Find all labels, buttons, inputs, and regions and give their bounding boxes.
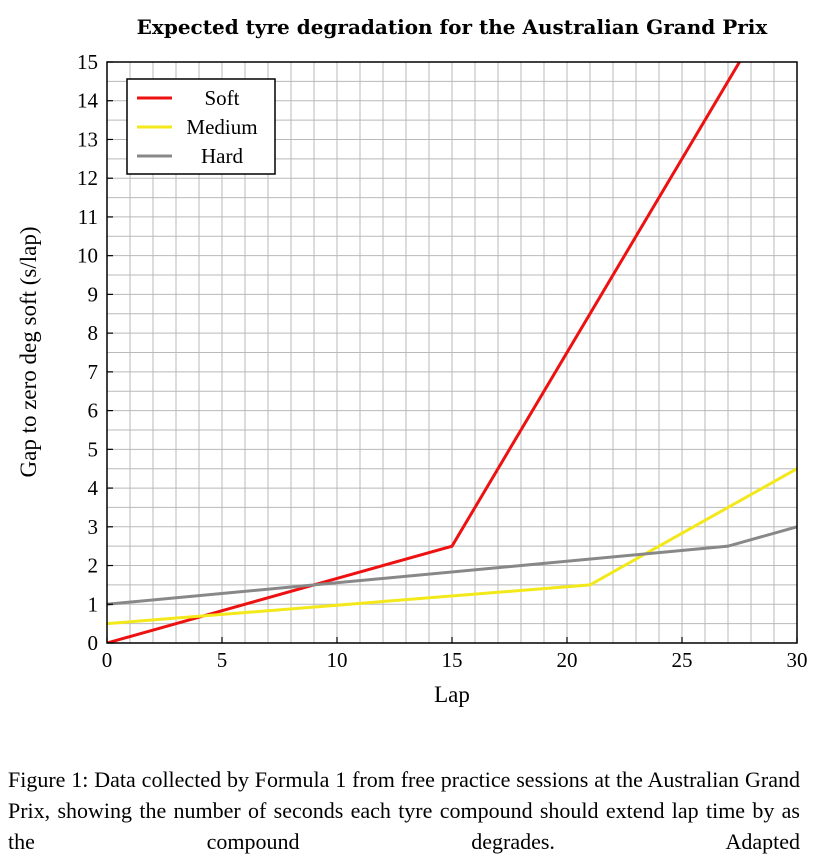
legend-label-hard: Hard <box>201 144 243 168</box>
y-tick-label: 0 <box>88 631 99 655</box>
y-tick-label: 8 <box>88 321 99 345</box>
x-axis: 0 5 10 15 20 25 30 <box>102 637 808 672</box>
y-tick-label: 9 <box>88 282 99 306</box>
y-tick-label: 11 <box>78 205 98 229</box>
series-line-hard <box>107 525 797 606</box>
y-tick-label: 10 <box>77 244 98 268</box>
y-tick-label: 3 <box>88 515 99 539</box>
y-tick-label: 6 <box>88 399 99 423</box>
y-tick-label: 7 <box>88 360 99 384</box>
legend: Soft Medium Hard <box>126 78 276 175</box>
x-tick-label: 15 <box>442 648 463 672</box>
x-tick-label: 30 <box>787 648 808 672</box>
chart: Expected tyre degradation for the Austra… <box>16 15 808 707</box>
series-line-soft <box>107 62 741 643</box>
figure-caption: Figure 1: Data collected by Formula 1 fr… <box>8 767 800 854</box>
y-tick-label: 14 <box>77 89 99 113</box>
y-tick-label: 15 <box>77 50 98 74</box>
y-axis-label: Gap to zero deg soft (s/lap) <box>16 226 41 477</box>
chart-title: Expected tyre degradation for the Austra… <box>137 15 769 39</box>
y-tick-label: 5 <box>88 437 99 461</box>
x-tick-label: 25 <box>672 648 693 672</box>
series-layer <box>107 62 797 643</box>
x-tick-label: 10 <box>327 648 348 672</box>
x-tick-label: 20 <box>557 648 578 672</box>
x-axis-label: Lap <box>434 682 470 707</box>
y-tick-label: 1 <box>88 592 99 616</box>
y-tick-label: 13 <box>77 127 98 151</box>
x-tick-label: 0 <box>102 648 113 672</box>
legend-label-medium: Medium <box>186 115 257 139</box>
x-tick-label: 5 <box>217 648 228 672</box>
legend-label-soft: Soft <box>204 86 239 110</box>
y-tick-label: 4 <box>88 476 99 500</box>
y-tick-label: 2 <box>88 554 99 578</box>
series-line-medium <box>107 467 797 626</box>
y-tick-label: 12 <box>77 166 98 190</box>
